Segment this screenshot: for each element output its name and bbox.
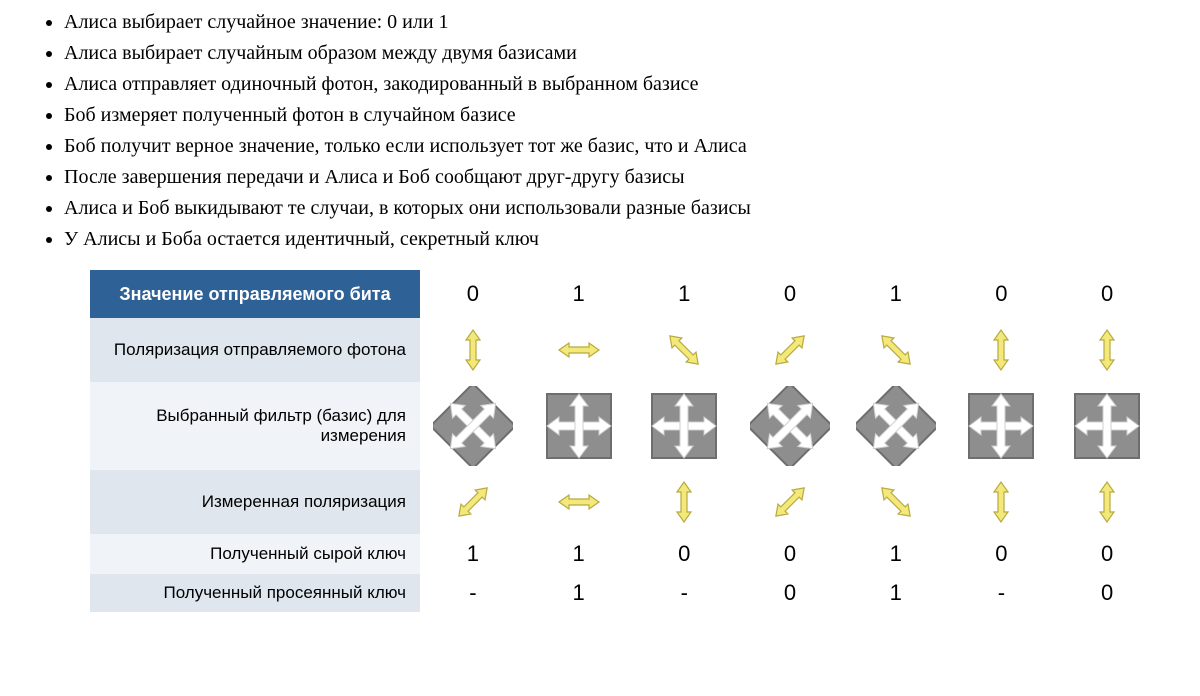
table-header: Значение отправляемого бита	[90, 270, 420, 318]
sent-polarization-arrow-icon	[843, 326, 949, 374]
filter-rect-icon	[1054, 386, 1160, 466]
filter-diag-icon	[737, 386, 843, 466]
measured-polarization-arrow-icon	[631, 478, 737, 526]
raw-key-value: 0	[631, 541, 737, 567]
raw-key-value: 1	[526, 541, 632, 567]
bullet-list: Алиса выбирает случайное значение: 0 или…	[64, 8, 1160, 254]
raw-key-value: 0	[949, 541, 1055, 567]
filter-diag-icon	[843, 386, 949, 466]
bullet-item: У Алисы и Боба остается идентичный, секр…	[64, 225, 1160, 254]
row-label-sifted-key: Полученный просеянный ключ	[90, 574, 420, 612]
raw-key-value: 0	[1054, 541, 1160, 567]
bullet-item: Боб измеряет полученный фотон в случайно…	[64, 101, 1160, 130]
row-labels-column: Значение отправляемого бита Поляризация …	[90, 270, 420, 612]
sent-bit-value: 1	[843, 281, 949, 307]
sent-polarization-arrow-icon	[949, 326, 1055, 374]
sent-polarization-arrow-icon	[631, 326, 737, 374]
sifted-key-value: 0	[737, 580, 843, 606]
sent-bit-value: 0	[420, 281, 526, 307]
measured-polarization-arrow-icon	[843, 478, 949, 526]
sifted-key-value: -	[631, 580, 737, 606]
row-label-measured: Измеренная поляризация	[90, 470, 420, 534]
sent-bit-value: 0	[1054, 281, 1160, 307]
filter-rect-icon	[631, 386, 737, 466]
row-label-sent-polarization: Поляризация отправляемого фотона	[90, 318, 420, 382]
row-label-filter: Выбранный фильтр (базис) для измерения	[90, 382, 420, 470]
bullet-item: Алиса отправляет одиночный фотон, закоди…	[64, 70, 1160, 99]
sifted-key-value: 0	[1054, 580, 1160, 606]
sifted-key-value: -	[949, 580, 1055, 606]
raw-key-value: 1	[843, 541, 949, 567]
bullet-item: После завершения передачи и Алиса и Боб …	[64, 163, 1160, 192]
sifted-key-value: -	[420, 580, 526, 606]
bullet-item: Алиса выбирает случайное значение: 0 или…	[64, 8, 1160, 37]
filter-diag-icon	[420, 386, 526, 466]
measured-polarization-arrow-icon	[526, 478, 632, 526]
bullet-item: Алиса и Боб выкидывают те случаи, в кото…	[64, 194, 1160, 223]
sent-polarization-arrow-icon	[526, 326, 632, 374]
bullet-item: Алиса выбирает случайным образом между д…	[64, 39, 1160, 68]
sent-polarization-arrow-icon	[420, 326, 526, 374]
raw-key-value: 0	[737, 541, 843, 567]
measured-polarization-arrow-icon	[949, 478, 1055, 526]
sifted-key-value: 1	[843, 580, 949, 606]
sent-polarization-arrow-icon	[1054, 326, 1160, 374]
row-label-raw-key: Полученный сырой ключ	[90, 534, 420, 574]
bb84-table: Значение отправляемого бита Поляризация …	[90, 270, 1160, 612]
sent-bit-value: 0	[949, 281, 1055, 307]
filter-rect-icon	[526, 386, 632, 466]
bullet-item: Боб получит верное значение, только если…	[64, 132, 1160, 161]
measured-polarization-arrow-icon	[420, 478, 526, 526]
sent-bit-value: 1	[631, 281, 737, 307]
measured-polarization-arrow-icon	[737, 478, 843, 526]
sifted-key-value: 1	[526, 580, 632, 606]
sent-bit-value: 0	[737, 281, 843, 307]
filter-rect-icon	[949, 386, 1055, 466]
sent-bit-value: 1	[526, 281, 632, 307]
data-column: 0110100	[420, 270, 1160, 612]
sent-polarization-arrow-icon	[737, 326, 843, 374]
measured-polarization-arrow-icon	[1054, 478, 1160, 526]
raw-key-value: 1	[420, 541, 526, 567]
